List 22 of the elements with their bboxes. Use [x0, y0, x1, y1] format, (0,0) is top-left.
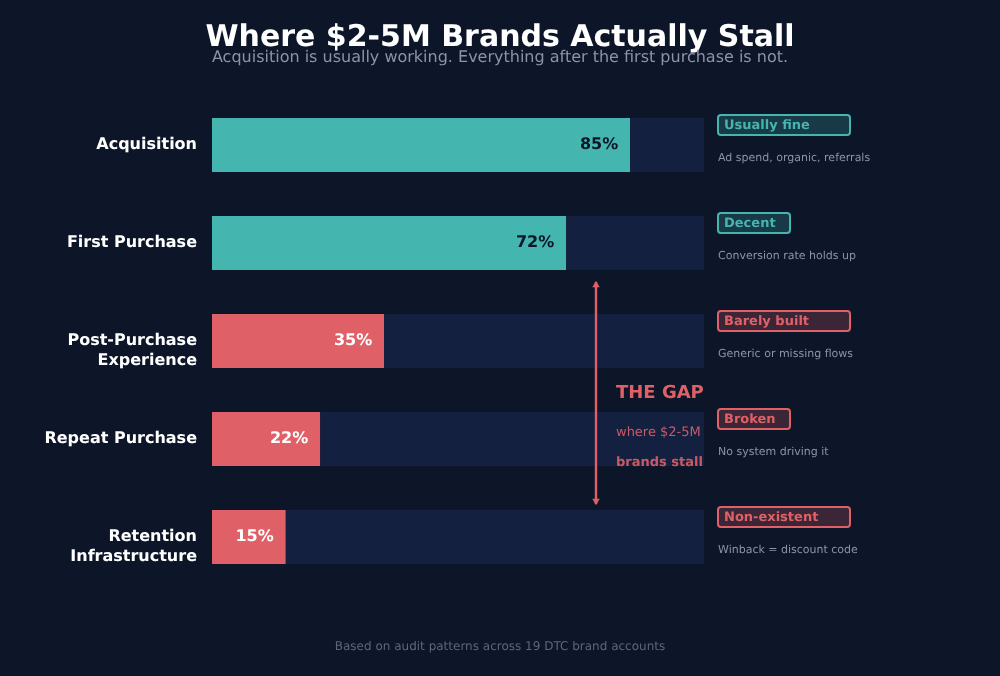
data-label: 85%: [579, 135, 619, 153]
bar: [212, 118, 631, 172]
y-tick-label: Repeat Purchase: [44, 429, 199, 447]
bar: [212, 510, 286, 564]
y-tick-label: First Purchase: [66, 233, 199, 251]
chart-subtitle: Acquisition is usually working. Everything after the first purchase is not.: [211, 48, 789, 66]
bar: [384, 314, 704, 368]
data-label: 72%: [515, 233, 555, 251]
bar: [212, 412, 321, 466]
bar: [212, 314, 385, 368]
annotation: THE GAP: [616, 384, 705, 404]
bar: [285, 510, 704, 564]
bar: [630, 118, 704, 172]
y-tick-label: Post-Purchase Experience: [67, 331, 199, 369]
bar: [320, 412, 704, 466]
bar: [212, 216, 567, 270]
y-tick-label: Acquisition: [96, 135, 198, 153]
bar: [566, 216, 704, 270]
y-tick-label: Retention Infrastructure: [70, 527, 199, 565]
data-label: 22%: [269, 429, 309, 447]
data-label: 35%: [333, 331, 373, 349]
data-label: 15%: [235, 527, 274, 545]
